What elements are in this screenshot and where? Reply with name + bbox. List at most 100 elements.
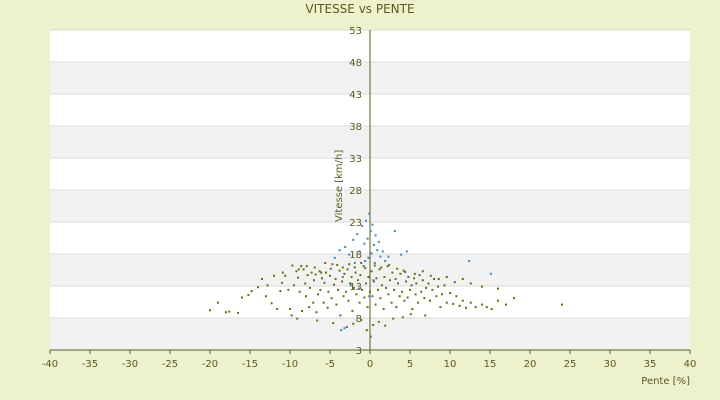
data-point [369,229,372,232]
x-tick-label: 0 [367,359,373,370]
data-point [421,270,424,273]
data-point [296,317,299,320]
data-point [396,267,399,270]
data-point [418,274,421,277]
data-point [257,286,259,289]
data-point [392,317,395,320]
data-point [371,223,374,226]
data-point [356,233,359,236]
data-point [371,295,374,298]
data-point [505,303,507,306]
data-point [425,286,427,289]
data-point [225,311,227,314]
data-point [458,304,461,307]
data-point [300,265,303,268]
data-point [365,329,368,332]
data-point [465,306,467,309]
data-point [368,295,371,298]
data-point [358,250,361,253]
data-point [358,301,361,304]
data-point [313,266,316,269]
data-point [347,299,350,302]
y-tick-label: 43 [349,90,362,101]
x-tick-label: 25 [564,359,577,370]
data-point [326,306,329,309]
y-tick-label: 18 [349,250,362,261]
data-point [341,280,343,283]
data-point [404,270,407,273]
data-point [290,314,293,317]
data-point [297,276,299,279]
data-point [397,282,399,285]
data-point [387,255,390,258]
data-point [469,301,472,304]
data-point [345,325,348,328]
data-point [342,295,345,298]
data-point [379,255,382,258]
data-point [325,271,327,274]
data-point [413,277,415,280]
data-point [405,280,407,283]
data-point [481,285,483,288]
data-point [489,272,492,275]
data-point [468,260,471,263]
data-point [334,277,337,280]
data-point [381,284,383,287]
data-point [341,266,344,269]
data-point [453,281,456,284]
data-point [561,303,563,306]
data-point [452,302,455,305]
x-tick-label: 5 [407,359,413,370]
data-point [346,268,349,271]
y-tick-label: 3 [356,346,362,357]
data-point [393,288,395,291]
x-tick-label: -5 [325,359,335,370]
data-point [321,277,323,280]
data-point [348,253,351,256]
data-point [374,303,377,306]
data-point [305,265,308,268]
data-point [289,308,291,311]
data-point [338,249,341,252]
data-point [366,237,369,240]
data-point [279,290,282,293]
y-tick-label: 33 [349,154,362,165]
data-point [379,297,382,300]
data-point [395,306,398,309]
data-point [390,301,393,304]
data-point [331,263,334,266]
data-point [333,283,335,286]
data-point [241,296,243,299]
data-point [385,286,387,289]
data-point [360,318,363,321]
x-tick-label: 10 [444,359,457,370]
data-point [373,244,375,247]
data-point [316,319,319,322]
data-point [340,329,343,332]
data-point [365,282,367,285]
data-point [490,308,493,311]
x-tick-label: 35 [644,359,657,370]
data-point [380,266,383,269]
data-point [301,309,303,312]
data-point [302,268,305,271]
data-point [376,249,379,252]
data-point [387,293,390,296]
data-point [461,277,464,280]
data-point [373,264,376,267]
data-point [401,290,403,293]
data-point [363,242,366,245]
data-point [276,308,279,311]
x-tick-label: -20 [202,359,218,370]
data-point [361,288,363,291]
data-point [309,286,311,289]
data-point [384,260,387,263]
data-point [261,277,263,280]
data-point [314,273,317,276]
data-point [455,295,458,298]
data-point [348,263,351,266]
data-point [407,276,410,279]
data-point [372,324,375,327]
data-point [461,299,464,302]
data-point [365,219,367,222]
